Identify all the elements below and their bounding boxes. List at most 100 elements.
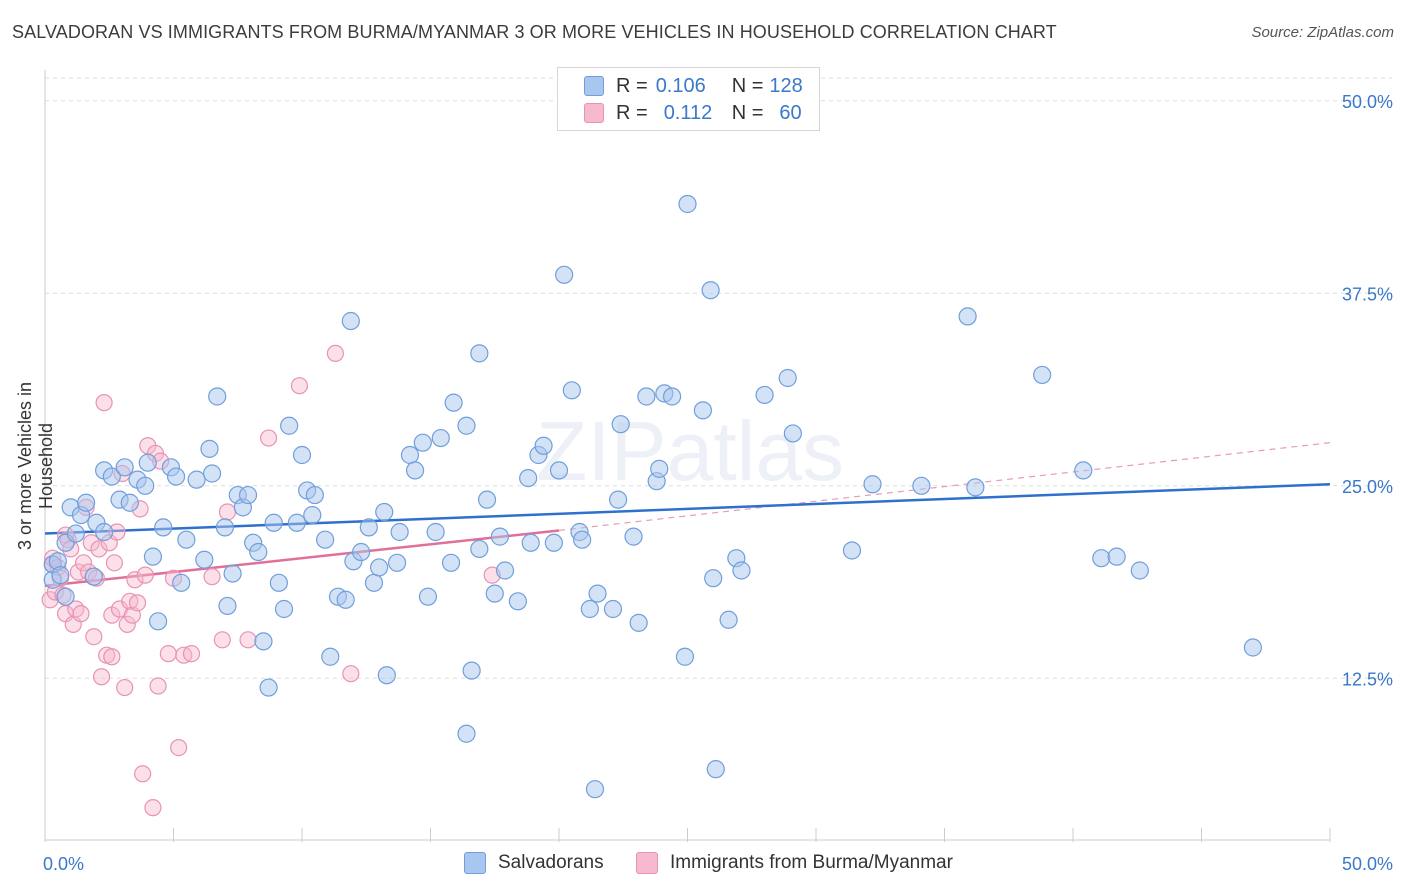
data-point-salvadorans (223, 564, 242, 583)
data-point-salvadorans (370, 558, 389, 577)
data-point-salvadorans (305, 485, 324, 505)
data-point-salvadorans (413, 433, 432, 452)
data-point-salvadorans (470, 539, 489, 559)
data-point-salvadorans (519, 469, 538, 488)
data-point-salvadorans (755, 385, 774, 405)
data-point-salvadorans (249, 542, 268, 562)
data-point-burma (136, 566, 154, 584)
data-point-salvadorans (719, 610, 738, 629)
data-point-salvadorans (580, 599, 599, 619)
data-point-salvadorans (562, 381, 581, 400)
data-point-burma (126, 571, 144, 589)
data-point-burma (116, 678, 134, 697)
chart-title: SALVADORAN VS IMMIGRANTS FROM BURMA/MYAN… (12, 22, 1057, 42)
data-point-salvadorans (426, 522, 445, 542)
data-point-salvadorans (1074, 461, 1093, 480)
data-point-salvadorans (303, 505, 322, 525)
trend-lines (44, 442, 1331, 588)
data-point-salvadorans (706, 760, 725, 779)
data-point-salvadorans (629, 613, 648, 632)
x-tick-label: 50.0% (1342, 854, 1393, 874)
data-point-salvadorans (400, 445, 420, 465)
data-point-burma (92, 668, 111, 686)
data-point-salvadorans (958, 307, 977, 326)
data-point-salvadorans (508, 592, 527, 611)
data-point-salvadorans (387, 553, 407, 572)
series-salvadorans-points (43, 194, 1263, 799)
legend-r-label: R = (616, 74, 648, 97)
data-point-salvadorans (732, 561, 751, 580)
data-point-salvadorans (336, 590, 355, 609)
legend-item-salvadorans: Salvadorans (464, 852, 604, 874)
trend-line-burma-extension (558, 442, 1331, 532)
data-point-salvadorans (549, 461, 569, 480)
legend-n-value: 128 (769, 74, 803, 97)
data-point-salvadorans (218, 596, 237, 616)
gridlines (45, 77, 1392, 679)
data-point-salvadorans (136, 476, 155, 495)
source-label: Source: ZipAtlas.com (1251, 24, 1394, 41)
data-point-salvadorans (77, 493, 96, 512)
trend-line-salvadorans (44, 483, 1331, 535)
data-point-salvadorans (143, 547, 163, 566)
data-point-salvadorans (783, 424, 802, 443)
legend-label-salvadorans: Salvadorans (498, 852, 604, 873)
data-point-salvadorans (264, 513, 283, 532)
data-point-salvadorans (611, 415, 630, 434)
data-point-salvadorans (208, 387, 227, 406)
data-point-salvadorans (274, 599, 294, 619)
data-point-salvadorans (166, 467, 186, 486)
data-point-salvadorans (66, 524, 85, 543)
data-point-burma (144, 799, 162, 817)
legend-item-burma: Immigrants from Burma/Myanmar (636, 852, 953, 874)
data-point-salvadorans (200, 439, 219, 458)
data-point-salvadorans (215, 518, 234, 537)
data-point-burma (85, 628, 103, 646)
data-point-salvadorans (418, 587, 438, 606)
data-point-salvadorans (364, 573, 384, 592)
data-point-salvadorans (1130, 561, 1149, 580)
data-point-salvadorans (534, 436, 553, 455)
legend-swatch-blue (464, 852, 486, 874)
data-point-salvadorans (912, 476, 931, 495)
data-point-salvadorans (292, 445, 312, 465)
data-point-salvadorans (650, 459, 669, 478)
data-point-salvadorans (637, 387, 656, 406)
data-point-salvadorans (254, 632, 273, 651)
data-point-salvadorans (390, 522, 409, 542)
data-point-salvadorans (341, 311, 360, 331)
data-point-burma (213, 631, 231, 649)
data-point-salvadorans (490, 527, 509, 546)
data-point-salvadorans (202, 464, 222, 483)
data-point-burma (74, 554, 93, 572)
data-point-burma (134, 765, 152, 783)
data-point-salvadorans (138, 453, 157, 472)
data-point-salvadorans (444, 393, 463, 412)
legend-r-value: 0.112 (663, 101, 713, 124)
data-point-salvadorans (693, 401, 713, 420)
data-point-salvadorans (462, 661, 481, 680)
trend-line-burma (44, 529, 560, 588)
data-point-salvadorans (441, 553, 461, 572)
data-point-salvadorans (544, 533, 563, 552)
data-point-salvadorans (120, 493, 139, 512)
y-tick-label: 25.0% (1342, 477, 1393, 497)
data-point-burma (259, 429, 278, 447)
data-point-salvadorans (863, 475, 882, 494)
data-point-salvadorans (316, 530, 335, 549)
data-point-salvadorans (662, 387, 682, 406)
legend-r-value: 0.106 (655, 74, 706, 97)
data-point-burma (239, 631, 257, 649)
data-point-salvadorans (377, 666, 396, 685)
data-point-salvadorans (359, 518, 378, 537)
data-point-salvadorans (842, 541, 862, 560)
data-point-salvadorans (485, 584, 504, 603)
data-point-salvadorans (405, 461, 425, 480)
data-point-salvadorans (573, 530, 592, 549)
data-point-salvadorans (238, 485, 258, 505)
y-tick-label: 50.0% (1342, 92, 1393, 112)
data-point-salvadorans (588, 584, 607, 603)
legend-n-label: N = (731, 74, 764, 97)
data-point-salvadorans (624, 527, 643, 546)
data-point-burma (118, 615, 136, 634)
